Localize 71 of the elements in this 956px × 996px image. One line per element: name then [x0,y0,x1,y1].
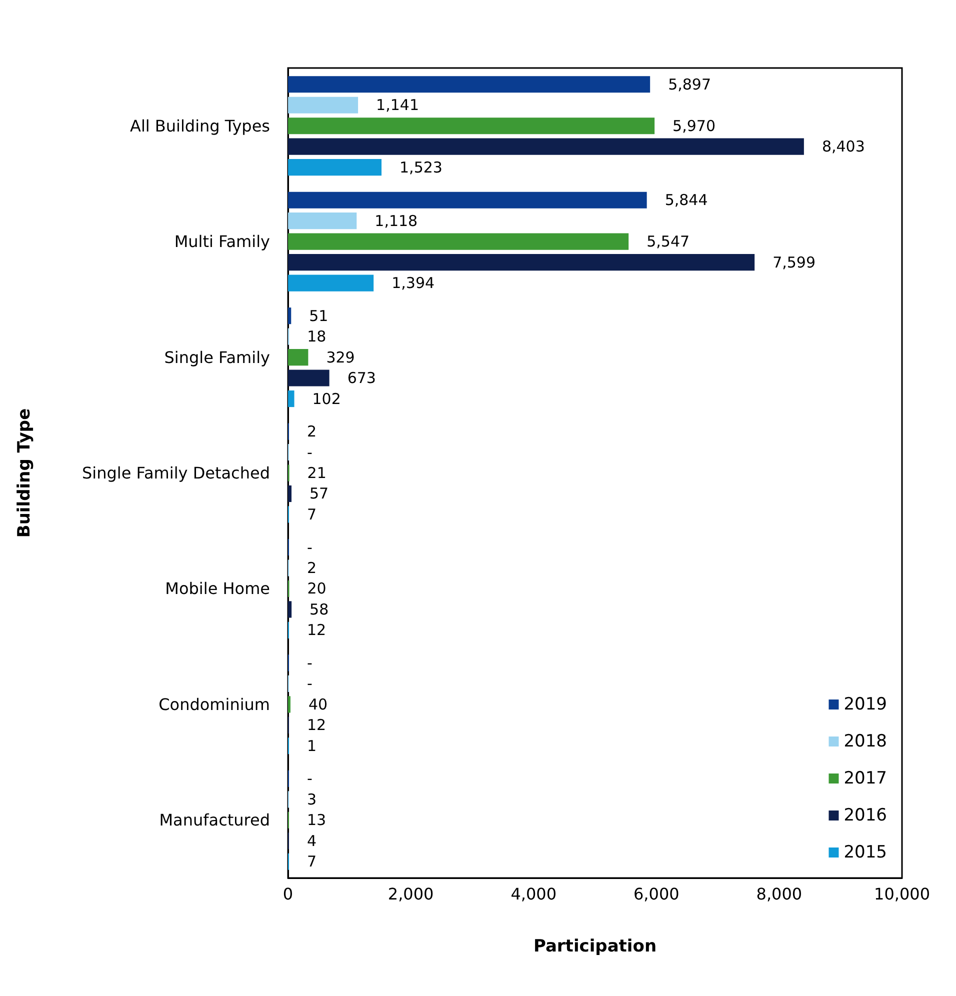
data-label: 1,523 [400,158,442,176]
data-label: 2 [307,422,317,441]
data-label: 5,844 [664,191,708,210]
data-label: 13 [307,811,326,830]
data-label: - [307,443,312,462]
x-tick-label: 4,000 [510,884,557,904]
bar [288,390,294,408]
bar [288,485,292,502]
legend-label: 2015 [844,842,887,862]
data-label: 7 [307,505,317,524]
bar [288,601,292,618]
data-label: 20 [307,580,326,598]
bar [288,233,629,250]
bar [288,96,358,114]
y-tick-label: Condominium [158,694,270,714]
bar [288,348,308,366]
x-tick-label: 2,000 [388,884,434,904]
data-label: - [307,538,312,556]
data-label: 1,141 [376,96,420,114]
data-label: 51 [309,306,328,325]
x-tick-label: 6,000 [633,884,680,904]
data-label: 40 [308,695,328,714]
bar [288,159,382,176]
x-tick-label: 10,000 [874,884,930,904]
bar [288,76,650,93]
bar [288,118,655,134]
data-label: 5,897 [668,75,712,94]
legend-label: 2019 [844,694,887,714]
data-label: 5,547 [646,232,690,251]
data-label: 1,118 [374,212,418,230]
y-axis-title: Building Type [14,408,34,538]
data-label: 102 [312,390,341,408]
data-label: 4 [307,832,317,850]
data-label: 1 [307,736,317,755]
data-label: 7,599 [772,253,816,272]
bar [288,308,292,324]
data-label: 12 [307,716,326,734]
y-tick-label: Multi Family [174,232,270,252]
data-label: 8,403 [822,138,865,156]
bar [288,254,755,271]
legend-label: 2016 [844,806,887,826]
bar [288,212,357,230]
data-label: 2 [307,558,317,577]
data-label: 57 [310,484,329,503]
x-tick-label: 0 [282,884,294,904]
data-label: 3 [307,790,317,808]
data-label: 58 [310,600,329,618]
data-label: - [307,770,312,788]
bar [288,370,330,386]
bar [288,274,374,292]
data-label: 7 [307,852,317,871]
x-tick-label: 8,000 [756,884,802,904]
data-label: 329 [326,348,355,366]
bar [288,138,804,155]
data-label: 21 [307,464,326,482]
y-tick-label: Manufactured [159,810,270,830]
y-tick-label: Single Family Detached [82,464,270,482]
y-tick-label: Single Family [164,348,270,367]
data-label: - [307,654,312,672]
y-tick-label: All Building Types [130,116,270,136]
legend-label: 2018 [844,732,887,752]
data-label: 673 [347,369,376,388]
y-tick-label: Mobile Home [165,579,270,598]
data-label: - [307,674,312,693]
data-label: 12 [307,621,326,640]
bar [288,192,647,208]
legend-label: 2017 [844,768,887,788]
x-axis-title: Participation [533,936,657,956]
data-label: 1,394 [392,274,435,292]
data-label: 5,970 [672,116,716,135]
data-label: 18 [307,328,326,346]
